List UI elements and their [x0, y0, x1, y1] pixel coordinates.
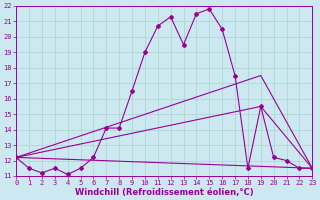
X-axis label: Windchill (Refroidissement éolien,°C): Windchill (Refroidissement éolien,°C): [75, 188, 253, 197]
